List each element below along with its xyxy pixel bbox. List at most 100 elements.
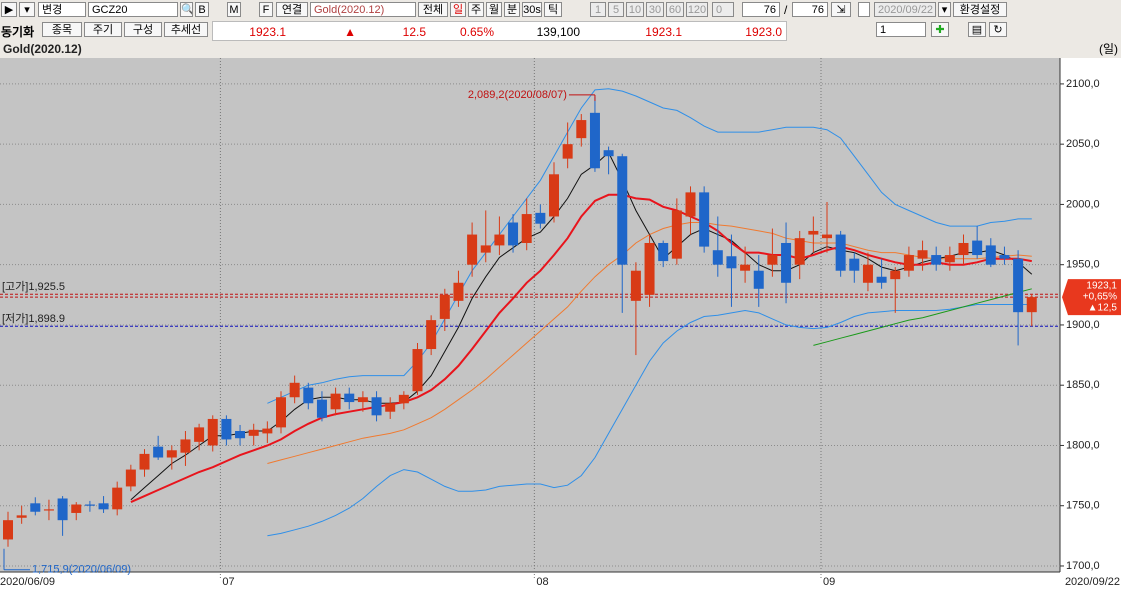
quote-bid: 1923.1 (645, 25, 682, 39)
x-tick-label: 07 (222, 576, 234, 588)
candle-body (958, 242, 969, 256)
m-button[interactable]: M (227, 2, 241, 17)
all-button[interactable]: 전체 (418, 2, 448, 17)
candle-body (71, 504, 82, 513)
separator: / (784, 3, 788, 17)
candle-body (658, 242, 669, 262)
candle-body (3, 520, 13, 540)
y-tick-label: 1800,0 (1066, 439, 1100, 451)
toolbar-2: 동기화 종목 주기 구성 추세선 1923.1 ▲ 12.5 0.65% 139… (0, 20, 1121, 41)
candle-body (166, 450, 177, 458)
refresh-button[interactable]: ↻ (989, 22, 1007, 37)
layout-button[interactable]: 구성 (124, 22, 162, 37)
spin-input[interactable]: 0 (712, 2, 734, 17)
candle-body (521, 214, 532, 243)
interval-button[interactable]: 60 (666, 2, 684, 17)
checkbox[interactable] (858, 2, 870, 17)
candle-body (781, 242, 792, 283)
candle-body (808, 230, 819, 235)
candle-body (1026, 297, 1037, 313)
y-tick-label: 2050,0 (1066, 138, 1100, 150)
candle-body (84, 504, 95, 506)
candle-body (235, 430, 246, 439)
save-button[interactable]: ▤ (968, 22, 986, 37)
overlay-line (267, 222, 1032, 464)
candle-body (262, 428, 273, 434)
candle-body (439, 294, 450, 319)
period-button[interactable]: 30s (522, 2, 542, 17)
candle-body (30, 503, 41, 512)
interval-button[interactable]: 5 (608, 2, 624, 17)
trend-button[interactable]: 추세선 (164, 22, 208, 37)
chart-title: Gold(2020.12) (3, 42, 82, 56)
interval-button[interactable]: 30 (646, 2, 664, 17)
candle-body (371, 397, 382, 416)
candle-body (180, 439, 191, 453)
search-button[interactable]: 🔍 (180, 2, 193, 17)
interval-button[interactable]: 10 (626, 2, 644, 17)
code-input[interactable]: GCZ20 (88, 2, 178, 17)
candle-body (726, 256, 737, 269)
name-input[interactable]: Gold(2020.12) (310, 2, 416, 17)
item-button[interactable]: 종목 (42, 22, 82, 37)
icon-button[interactable]: ▶ (1, 2, 17, 17)
y-tick-label: 1700,0 (1066, 560, 1100, 572)
candle-body (453, 282, 464, 301)
dropdown-button[interactable]: ▾ (938, 2, 951, 17)
icon-button[interactable]: ⇲ (831, 2, 851, 17)
interval-button[interactable]: 120 (686, 2, 708, 17)
total-input[interactable]: 76 (792, 2, 828, 17)
link-button[interactable]: 연결 (276, 2, 308, 17)
candle-body (398, 394, 409, 404)
candle-body (835, 234, 846, 271)
candle-body (16, 515, 27, 518)
period-button[interactable]: 월 (486, 2, 502, 17)
mode-select[interactable]: 변경 (38, 2, 86, 17)
quote-ask: 1923.0 (745, 25, 782, 39)
candle-body (876, 276, 887, 283)
period-button[interactable]: 주 (468, 2, 484, 17)
candle-body (139, 453, 150, 470)
quote-volume: 139,100 (536, 25, 580, 39)
date-input[interactable]: 2020/09/22 (874, 2, 936, 17)
f-button[interactable]: F (259, 2, 273, 17)
candle-body (194, 427, 205, 442)
settings-button[interactable]: 환경설정 (953, 2, 1007, 17)
candle-body (944, 255, 955, 263)
candle-body (357, 397, 368, 403)
quote-arrow: ▲ (344, 25, 356, 39)
overlay-line (267, 304, 1032, 537)
y-tick-label: 1850,0 (1066, 379, 1100, 391)
candle-body (535, 212, 546, 224)
candle-body (494, 234, 505, 246)
candle-body (767, 255, 778, 265)
candle-body (685, 192, 696, 217)
candle-body (43, 509, 54, 511)
y-tick-label: 2100,0 (1066, 78, 1100, 90)
add-button[interactable]: ✚ (931, 22, 949, 37)
candle-body (712, 250, 723, 265)
candle-body (630, 270, 641, 301)
candle-body (617, 156, 628, 265)
candle-body (549, 174, 559, 217)
candle-body (508, 222, 519, 246)
count-input[interactable]: 76 (742, 2, 780, 17)
period-button[interactable]: 일 (450, 2, 466, 17)
period-button[interactable]: 분 (504, 2, 520, 17)
candle-body (699, 192, 710, 247)
annotation: 1,715,9(2020/06/09) (32, 564, 131, 576)
interval-button[interactable]: 1 (590, 2, 606, 17)
icon-button[interactable]: ▾ (19, 2, 35, 17)
period-button[interactable]: 틱 (544, 2, 562, 17)
layer-select[interactable]: 1 (876, 22, 926, 37)
b-button[interactable]: B (195, 2, 209, 17)
overlay-line (267, 88, 1032, 404)
price-line-label: [고가]1,925.5 (2, 280, 65, 293)
sync-label[interactable]: 동기화 (1, 25, 35, 39)
candle-body (972, 240, 983, 256)
candle-body (903, 255, 914, 271)
candle-body (671, 210, 682, 259)
period-button[interactable]: 주기 (84, 22, 122, 37)
